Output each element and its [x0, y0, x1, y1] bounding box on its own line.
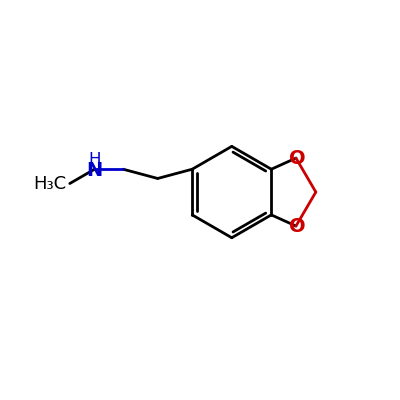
Text: O: O [289, 216, 306, 236]
Text: N: N [86, 160, 103, 180]
Text: O: O [289, 148, 306, 168]
Text: H: H [88, 152, 101, 170]
Text: H₃C: H₃C [34, 174, 67, 192]
